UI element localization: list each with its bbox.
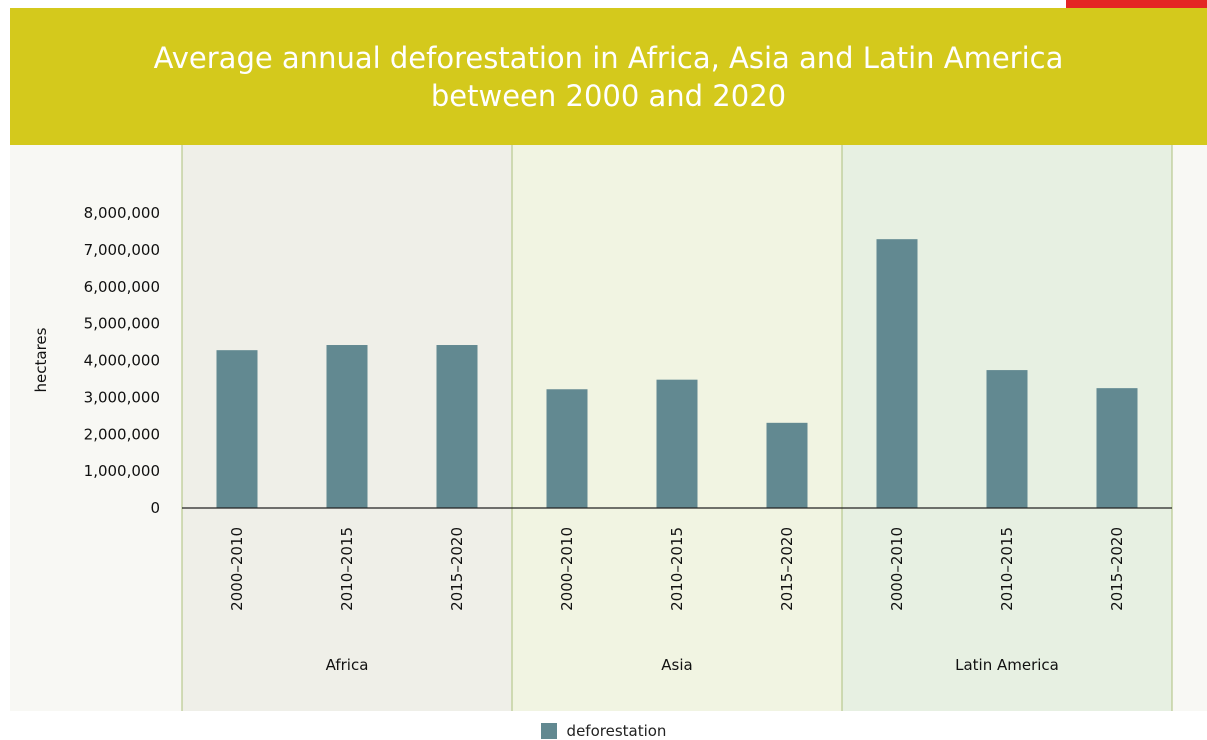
x-tick-label-1-1: 2010–2015	[668, 527, 686, 611]
y-tick-label-7: 7,000,000	[84, 241, 160, 259]
bar-2-2	[1096, 388, 1138, 508]
x-tick-label-1-0: 2000–2010	[558, 527, 576, 611]
y-tick-label-3: 3,000,000	[84, 388, 160, 406]
legend-label: deforestation	[566, 722, 667, 740]
y-tick-label-4: 4,000,000	[84, 352, 160, 370]
bar-2-1	[986, 370, 1028, 508]
chart-title: Average annual deforestation in Africa, …	[153, 40, 1064, 113]
x-tick-label-2-1: 2010–2015	[998, 527, 1016, 611]
y-tick-label-5: 5,000,000	[84, 315, 160, 333]
bar-2-0	[876, 239, 918, 508]
y-tick-label-2: 2,000,000	[84, 425, 160, 443]
y-axis-label: hectares	[32, 327, 50, 392]
bar-1-1	[656, 379, 698, 508]
chart-header: Average annual deforestation in Africa, …	[10, 8, 1207, 145]
bar-0-1	[326, 345, 368, 508]
x-tick-label-0-1: 2010–2015	[338, 527, 356, 611]
bar-1-2	[766, 422, 808, 508]
group-label-2: Latin America	[955, 656, 1059, 674]
bar-chart: 0 1,000,000 2,000,000 3,000,000 4,000,000 5,0…	[32, 145, 1173, 711]
y-tick-label-6: 6,000,000	[84, 278, 160, 296]
group-label-1: Asia	[661, 656, 692, 674]
x-tick-label-1-2: 2015–2020	[778, 527, 796, 611]
bar-0-0	[216, 350, 258, 508]
x-tick-label-2-0: 2000–2010	[888, 527, 906, 611]
y-tick-label-0: 0	[150, 499, 160, 517]
x-tick-label-0-2: 2015–2020	[448, 527, 466, 611]
chart-area: 0 1,000,000 2,000,000 3,000,000 4,000,000 5,0…	[10, 145, 1207, 711]
corner-tab	[1066, 0, 1207, 8]
legend-swatch	[540, 723, 557, 739]
y-tick-label-8: 8,000,000	[84, 204, 160, 222]
x-tick-label-0-0: 2000–2010	[228, 527, 246, 611]
bar-1-0	[546, 389, 588, 508]
legend: deforestation	[0, 722, 1207, 740]
y-tick-label-1: 1,000,000	[84, 462, 160, 480]
x-tick-label-2-2: 2015–2020	[1108, 527, 1126, 611]
bar-0-2	[436, 345, 478, 508]
group-label-0: Africa	[326, 656, 369, 674]
